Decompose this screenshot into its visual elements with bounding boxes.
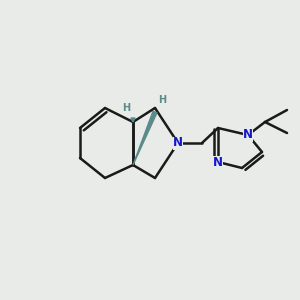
Polygon shape [131,118,135,122]
Polygon shape [133,111,157,165]
Text: H: H [158,95,166,105]
Text: N: N [243,128,253,142]
Text: N: N [173,136,183,149]
Text: H: H [122,103,130,113]
Text: N: N [213,155,223,169]
